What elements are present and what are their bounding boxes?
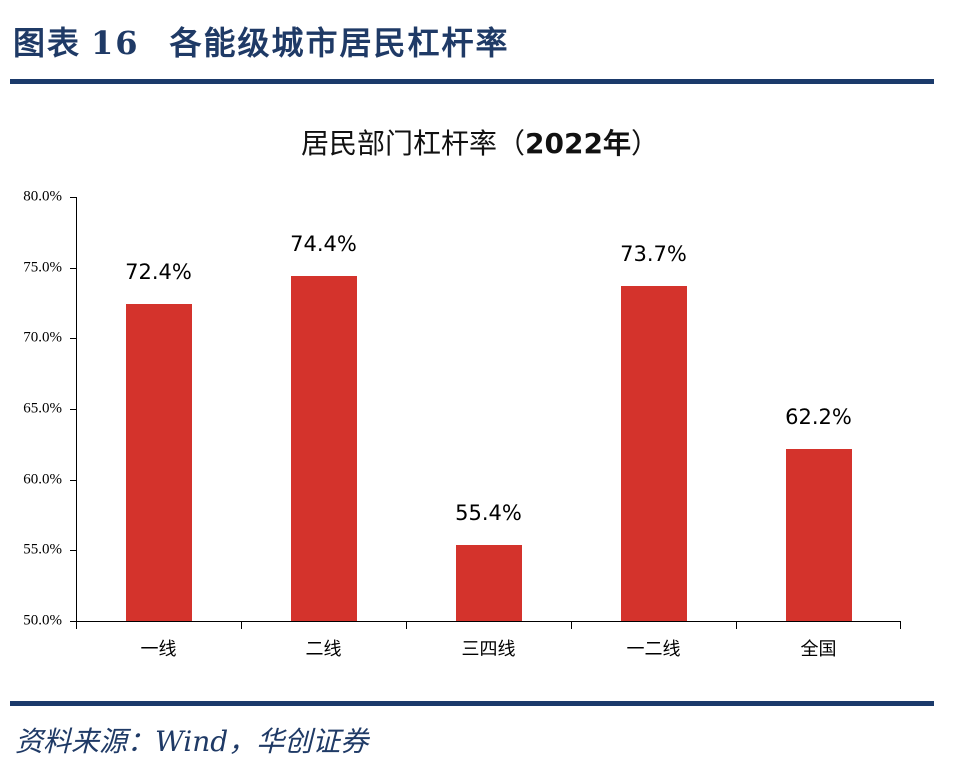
bar-value-label: 62.2% <box>785 404 852 429</box>
bar <box>785 448 852 621</box>
x-tick <box>241 621 242 629</box>
x-category-label: 一二线 <box>626 639 681 660</box>
source-note: 资料来源：Wind，华创证券 <box>15 725 369 758</box>
bar-value-label: 72.4% <box>125 260 192 285</box>
bar-value-label: 55.4% <box>455 500 522 525</box>
figure-label: 图表 <box>13 24 82 62</box>
y-tick-label: 80.0% <box>23 188 62 205</box>
bar-value-label: 74.4% <box>290 232 357 257</box>
x-tick <box>406 621 407 629</box>
plot-area: 80.0% 75.0% 70.0% 65.0% 60.0% 55.0% 50.0% 72.4%… <box>23 189 901 660</box>
x-category-label: 全国 <box>800 639 837 660</box>
y-tick <box>70 197 76 198</box>
bottom-divider <box>10 701 934 706</box>
bar-value-label: 73.7% <box>620 242 687 267</box>
bar <box>290 276 357 621</box>
chart-title: 居民部门杠杆率（2022年） <box>0 122 960 162</box>
y-tick-label: 65.0% <box>23 400 62 417</box>
y-tick <box>70 550 76 552</box>
y-tick <box>70 267 76 269</box>
bar <box>125 304 192 621</box>
y-tick <box>70 479 76 481</box>
x-category-label: 一线 <box>140 639 177 660</box>
chart-title-year: 2022年 <box>525 127 631 160</box>
x-axis <box>76 621 901 622</box>
x-tick <box>571 621 572 629</box>
y-tick-label: 55.0% <box>23 541 62 558</box>
x-tick <box>736 621 737 629</box>
y-tick-label: 70.0% <box>23 329 62 346</box>
y-tick <box>70 338 76 340</box>
chart-title-main: 居民部门杠杆率（ <box>301 127 526 160</box>
y-tick-label: 50.0% <box>23 612 62 629</box>
y-tick-label: 60.0% <box>23 471 62 488</box>
y-axis <box>76 197 77 621</box>
figure-number: 16 <box>91 24 140 62</box>
x-category-label: 二线 <box>305 639 342 660</box>
figure-title: 图表 16 各能级城市居民杠杆率 <box>13 18 510 64</box>
y-tick <box>70 621 76 622</box>
x-tick <box>900 621 901 629</box>
figure-title-text: 各能级城市居民杠杆率 <box>169 24 510 62</box>
chart-title-close: ） <box>630 127 659 160</box>
bar <box>455 544 522 621</box>
y-tick-label: 75.0% <box>23 259 62 276</box>
top-divider <box>10 79 934 84</box>
bar <box>620 286 687 621</box>
x-tick <box>76 621 77 629</box>
x-category-label: 三四线 <box>461 639 516 660</box>
y-tick <box>70 409 76 410</box>
